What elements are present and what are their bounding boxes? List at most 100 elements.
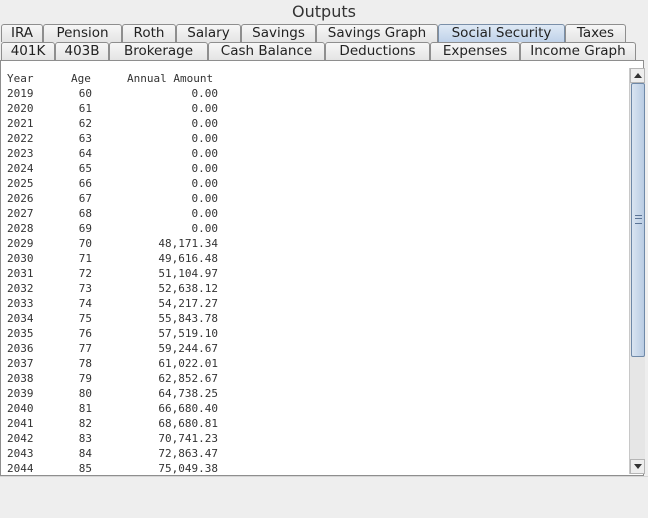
status-bar <box>0 476 648 518</box>
age-cell: 77 <box>78 342 92 355</box>
age-cell: 82 <box>78 417 92 430</box>
age-cell: 63 <box>78 132 92 145</box>
age-cell: 73 <box>78 282 92 295</box>
amount-cell: 70,741.23 <box>158 432 218 445</box>
age-cell: 78 <box>78 357 92 370</box>
year-cell: 2021 <box>7 117 34 130</box>
amount-cell: 75,049.38 <box>158 462 218 474</box>
amount-cell: 57,519.10 <box>158 327 218 340</box>
amount-cell: 64,738.25 <box>158 387 218 400</box>
year-cell: 2039 <box>7 387 34 400</box>
age-cell: 66 <box>78 177 92 190</box>
year-cell: 2031 <box>7 267 34 280</box>
age-cell: 69 <box>78 222 92 235</box>
tab-deductions[interactable]: Deductions <box>325 42 430 60</box>
age-cell: 67 <box>78 192 92 205</box>
amount-cell: 49,616.48 <box>158 252 218 265</box>
social-security-text-area[interactable]: Year Age Annual Amount 2019 60 0.00 2020 61 0… <box>2 62 629 474</box>
amount-cell: 0.00 <box>191 177 219 190</box>
tab-social-security[interactable]: Social Security <box>438 24 565 42</box>
year-cell: 2019 <box>7 87 34 100</box>
tab-income-graph[interactable]: Income Graph <box>520 42 636 60</box>
vertical-scrollbar[interactable] <box>629 68 645 474</box>
scrollbar-thumb[interactable] <box>631 83 645 357</box>
amount-cell: 54,217.27 <box>158 297 218 310</box>
year-cell: 2020 <box>7 102 34 115</box>
year-cell: 2022 <box>7 132 34 145</box>
tab-salary[interactable]: Salary <box>176 24 241 42</box>
tab-savings[interactable]: Savings <box>241 24 316 42</box>
age-cell: 85 <box>78 462 92 474</box>
age-cell: 68 <box>78 207 92 220</box>
amount-cell: 0.00 <box>191 147 219 160</box>
year-cell: 2041 <box>7 417 34 430</box>
age-cell: 64 <box>78 147 92 160</box>
year-cell: 2028 <box>7 222 34 235</box>
year-cell: 2023 <box>7 147 34 160</box>
tab-savings-graph[interactable]: Savings Graph <box>316 24 438 42</box>
year-cell: 2034 <box>7 312 34 325</box>
amount-cell: 0.00 <box>191 162 219 175</box>
tab-taxes[interactable]: Taxes <box>565 24 626 42</box>
age-cell: 84 <box>78 447 92 460</box>
amount-cell: 61,022.01 <box>158 357 218 370</box>
tab-brokerage[interactable]: Brokerage <box>109 42 208 60</box>
amount-cell: 52,638.12 <box>158 282 218 295</box>
year-cell: 2032 <box>7 282 34 295</box>
social-security-panel: Year Age Annual Amount 2019 60 0.00 2020 61 0… <box>0 60 645 476</box>
year-cell: 2027 <box>7 207 34 220</box>
year-cell: 2029 <box>7 237 34 250</box>
year-cell: 2035 <box>7 327 34 340</box>
age-cell: 76 <box>78 327 92 340</box>
header-annual-amount: Annual Amount <box>127 72 214 85</box>
year-cell: 2037 <box>7 357 34 370</box>
header-year: Year <box>7 72 34 85</box>
age-cell: 79 <box>78 372 92 385</box>
amount-cell: 0.00 <box>191 87 219 100</box>
year-cell: 2044 <box>7 462 34 474</box>
year-cell: 2030 <box>7 252 34 265</box>
year-cell: 2040 <box>7 402 34 415</box>
age-cell: 74 <box>78 297 92 310</box>
tab-expenses[interactable]: Expenses <box>430 42 520 60</box>
year-cell: 2025 <box>7 177 34 190</box>
age-cell: 75 <box>78 312 92 325</box>
tab-cash-balance[interactable]: Cash Balance <box>208 42 325 60</box>
age-cell: 62 <box>78 117 92 130</box>
year-cell: 2043 <box>7 447 34 460</box>
amount-cell: 62,852.67 <box>158 372 218 385</box>
year-cell: 2042 <box>7 432 34 445</box>
tab-pension[interactable]: Pension <box>43 24 122 42</box>
tab-403b[interactable]: 403B <box>55 42 109 60</box>
amount-cell: 48,171.34 <box>158 237 218 250</box>
year-cell: 2036 <box>7 342 34 355</box>
age-cell: 61 <box>78 102 92 115</box>
year-cell: 2026 <box>7 192 34 205</box>
scroll-up-arrow-icon[interactable] <box>630 68 645 83</box>
age-cell: 72 <box>78 267 92 280</box>
amount-cell: 0.00 <box>191 132 219 145</box>
year-cell: 2024 <box>7 162 34 175</box>
scroll-down-arrow-icon[interactable] <box>630 459 645 474</box>
amount-cell: 0.00 <box>191 207 219 220</box>
window-title: Outputs <box>292 2 356 21</box>
amount-cell: 0.00 <box>191 222 219 235</box>
tab-roth[interactable]: Roth <box>122 24 176 42</box>
age-cell: 60 <box>78 87 92 100</box>
year-cell: 2038 <box>7 372 34 385</box>
amount-cell: 0.00 <box>191 102 219 115</box>
amount-cell: 59,244.67 <box>158 342 218 355</box>
tab-ira[interactable]: IRA <box>1 24 43 42</box>
amount-cell: 55,843.78 <box>158 312 218 325</box>
age-cell: 70 <box>78 237 92 250</box>
year-cell: 2033 <box>7 297 34 310</box>
amount-cell: 0.00 <box>191 117 219 130</box>
amount-cell: 72,863.47 <box>158 447 218 460</box>
age-cell: 83 <box>78 432 92 445</box>
age-cell: 71 <box>78 252 92 265</box>
grip-icon <box>635 215 642 224</box>
age-cell: 80 <box>78 387 92 400</box>
age-cell: 65 <box>78 162 92 175</box>
tab-401k[interactable]: 401K <box>1 42 55 60</box>
header-age: Age <box>71 72 91 85</box>
